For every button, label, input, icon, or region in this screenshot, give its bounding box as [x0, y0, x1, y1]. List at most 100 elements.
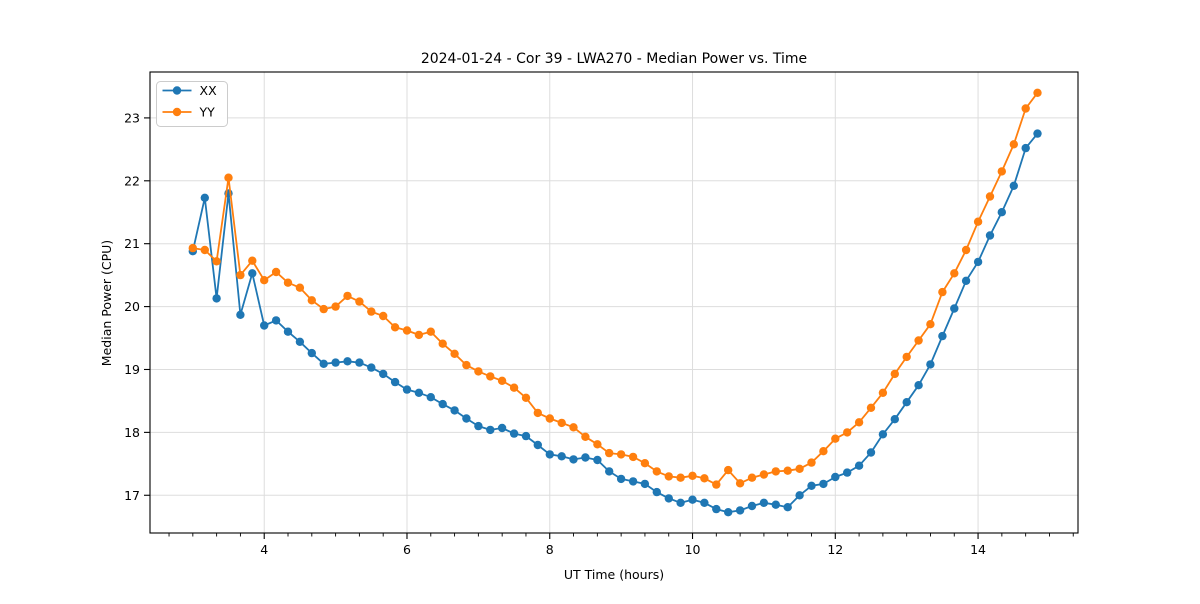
data-point: [676, 473, 685, 482]
data-point: [545, 450, 554, 459]
data-point: [379, 369, 388, 379]
data-point: [605, 467, 614, 476]
data-point: [343, 291, 352, 301]
data-point: [688, 495, 697, 504]
x-tick-label: 6: [403, 542, 411, 557]
data-point: [593, 455, 602, 465]
x-tick-label: 4: [260, 542, 268, 557]
x-tick-label: 12: [827, 542, 843, 557]
data-point: [961, 245, 971, 255]
data-point: [331, 358, 340, 367]
data-point: [248, 256, 257, 265]
data-point: [521, 393, 531, 402]
data-point: [509, 429, 519, 438]
data-point: [819, 447, 828, 456]
data-point: [200, 193, 209, 202]
data-point: [355, 297, 364, 306]
data-point: [343, 357, 352, 366]
data-point: [652, 487, 661, 497]
data-point: [188, 243, 197, 253]
data-point: [224, 173, 233, 182]
data-point: [997, 167, 1006, 176]
data-point: [367, 363, 376, 372]
data-point: [926, 320, 935, 329]
data-point: [426, 393, 435, 402]
plot-frame: [149, 71, 1079, 534]
data-point: [414, 388, 424, 397]
data-point: [557, 418, 566, 428]
y-tick-label: 21: [124, 236, 140, 251]
data-point: [379, 311, 388, 321]
data-point: [640, 479, 650, 489]
data-point: [212, 257, 221, 266]
data-point: [938, 287, 947, 297]
data-point: [1009, 181, 1018, 190]
data-point: [1021, 143, 1030, 153]
data-point: [724, 465, 733, 475]
data-point: [831, 472, 840, 482]
legend-marker: [172, 107, 182, 117]
data-point: [557, 452, 566, 461]
data-point: [950, 304, 959, 313]
data-point: [450, 406, 459, 415]
data-point: [700, 474, 709, 483]
data-point: [878, 388, 888, 397]
tick-labels: 4 6 8 10 12 14 17 18 19 20 21 22 23: [124, 110, 986, 557]
data-point: [712, 504, 721, 514]
data-point: [236, 270, 245, 280]
data-point: [724, 508, 733, 517]
data-point: [295, 337, 305, 346]
data-point: [438, 339, 447, 348]
data-point: [462, 360, 471, 370]
data-point: [414, 330, 424, 340]
data-point: [688, 471, 697, 480]
data-point: [319, 304, 328, 314]
plot-root: 4 6 8 10 12 14 17 18 19 20 21 22 23 XX YY: [124, 71, 1079, 557]
x-tick-label: 14: [970, 542, 986, 557]
data-point: [902, 398, 911, 407]
x-axis-label: UT Time (hours): [564, 567, 664, 582]
data-point: [985, 231, 995, 240]
data-point: [462, 414, 471, 423]
data-point: [854, 461, 864, 470]
data-point: [652, 467, 661, 476]
data-point: [961, 276, 971, 285]
x-tick-label: 10: [685, 542, 701, 557]
data-point: [402, 385, 412, 394]
data-point: [486, 372, 495, 381]
data-point: [831, 434, 840, 443]
data-point: [450, 349, 459, 358]
data-point: [914, 336, 923, 345]
data-point: [545, 414, 554, 423]
data-point: [616, 450, 626, 459]
y-tick-label: 18: [124, 425, 140, 440]
data-point: [795, 491, 804, 500]
x-tick-label: 8: [546, 542, 554, 557]
data-point: [843, 428, 852, 437]
data-point: [569, 455, 578, 464]
data-point: [771, 500, 780, 509]
data-point: [890, 415, 899, 424]
data-point: [616, 474, 626, 484]
data-point: [474, 421, 483, 431]
data-point: [533, 440, 542, 450]
axis-ticks: [144, 117, 1074, 539]
y-tick-label: 22: [124, 173, 140, 188]
data-point: [307, 296, 316, 305]
data-point: [664, 494, 673, 503]
data-point: [260, 321, 269, 330]
data-point: [295, 283, 305, 292]
legend: XX YY: [156, 81, 228, 127]
data-point: [747, 501, 757, 511]
legend-label: YY: [199, 105, 216, 120]
data-point: [569, 423, 578, 432]
data-point: [640, 459, 650, 468]
data-point: [843, 468, 852, 477]
series-xx: [188, 129, 1042, 517]
data-point: [997, 208, 1006, 217]
data-point: [283, 278, 293, 287]
series-line-YY: [192, 92, 1039, 486]
data-point: [807, 458, 816, 467]
